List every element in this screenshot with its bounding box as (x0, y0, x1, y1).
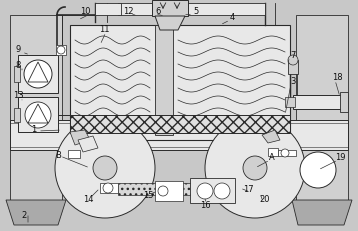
Text: 18: 18 (332, 73, 342, 82)
Text: B: B (55, 151, 61, 159)
Circle shape (197, 183, 213, 199)
Text: A: A (269, 154, 275, 162)
Circle shape (288, 55, 298, 65)
Text: 1: 1 (32, 125, 37, 134)
Bar (18, 55, 58, 93)
Text: 20: 20 (260, 195, 270, 204)
Text: 13: 13 (13, 91, 23, 100)
Text: 4: 4 (229, 13, 234, 22)
Text: 3: 3 (290, 77, 296, 86)
Bar (118, 3, 168, 15)
Text: 15: 15 (143, 191, 153, 200)
Polygon shape (292, 200, 352, 225)
Circle shape (103, 183, 113, 193)
Text: 17: 17 (243, 185, 253, 195)
Bar (70, 115, 290, 133)
Text: 14: 14 (83, 195, 93, 204)
Text: 19: 19 (335, 154, 345, 162)
Bar (285, 97, 295, 107)
Text: 12: 12 (123, 7, 133, 16)
Text: 6: 6 (155, 7, 161, 16)
Circle shape (57, 46, 65, 54)
Circle shape (205, 118, 305, 218)
Bar (118, 183, 208, 195)
Bar (190, 178, 235, 203)
Text: 7: 7 (290, 51, 296, 60)
Bar (70, 25, 290, 140)
Text: 10: 10 (80, 7, 90, 16)
Polygon shape (262, 130, 280, 143)
Circle shape (55, 118, 155, 218)
Circle shape (24, 60, 52, 88)
Circle shape (25, 102, 51, 128)
Polygon shape (78, 136, 98, 152)
Text: 5: 5 (193, 7, 199, 16)
Circle shape (243, 156, 267, 180)
Polygon shape (70, 130, 90, 145)
Bar (268, 148, 278, 156)
Circle shape (281, 149, 289, 157)
Circle shape (214, 183, 230, 199)
Bar (100, 183, 118, 193)
Bar (10, 15, 62, 200)
Text: 8: 8 (15, 61, 21, 70)
Bar (278, 150, 296, 156)
Text: 2: 2 (21, 210, 26, 219)
Text: 16: 16 (200, 201, 210, 210)
Circle shape (158, 186, 168, 196)
Bar (340, 92, 348, 112)
Bar (288, 60, 298, 74)
Bar (152, 0, 188, 16)
Bar (18, 97, 58, 132)
Bar (56, 45, 66, 55)
Bar (296, 15, 348, 200)
Bar (10, 120, 348, 150)
Bar (155, 181, 183, 201)
Polygon shape (155, 16, 185, 30)
Bar (95, 3, 121, 15)
Polygon shape (6, 200, 66, 225)
Text: 11: 11 (99, 25, 109, 34)
Bar (185, 3, 265, 15)
Circle shape (300, 152, 336, 188)
Bar (155, 25, 173, 135)
Bar (14, 66, 20, 82)
Text: 9: 9 (15, 46, 21, 55)
Circle shape (93, 156, 117, 180)
Bar (68, 150, 80, 158)
Bar (14, 108, 20, 122)
Bar (293, 95, 348, 109)
